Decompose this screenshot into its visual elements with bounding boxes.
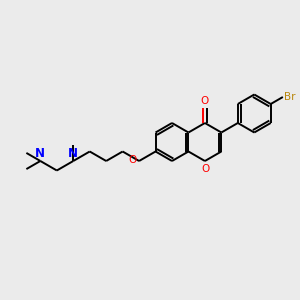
Text: O: O: [129, 155, 137, 165]
Text: O: O: [201, 96, 209, 106]
Text: O: O: [202, 164, 210, 174]
Text: N: N: [68, 147, 78, 160]
Text: Br: Br: [284, 92, 296, 102]
Text: N: N: [35, 147, 45, 160]
